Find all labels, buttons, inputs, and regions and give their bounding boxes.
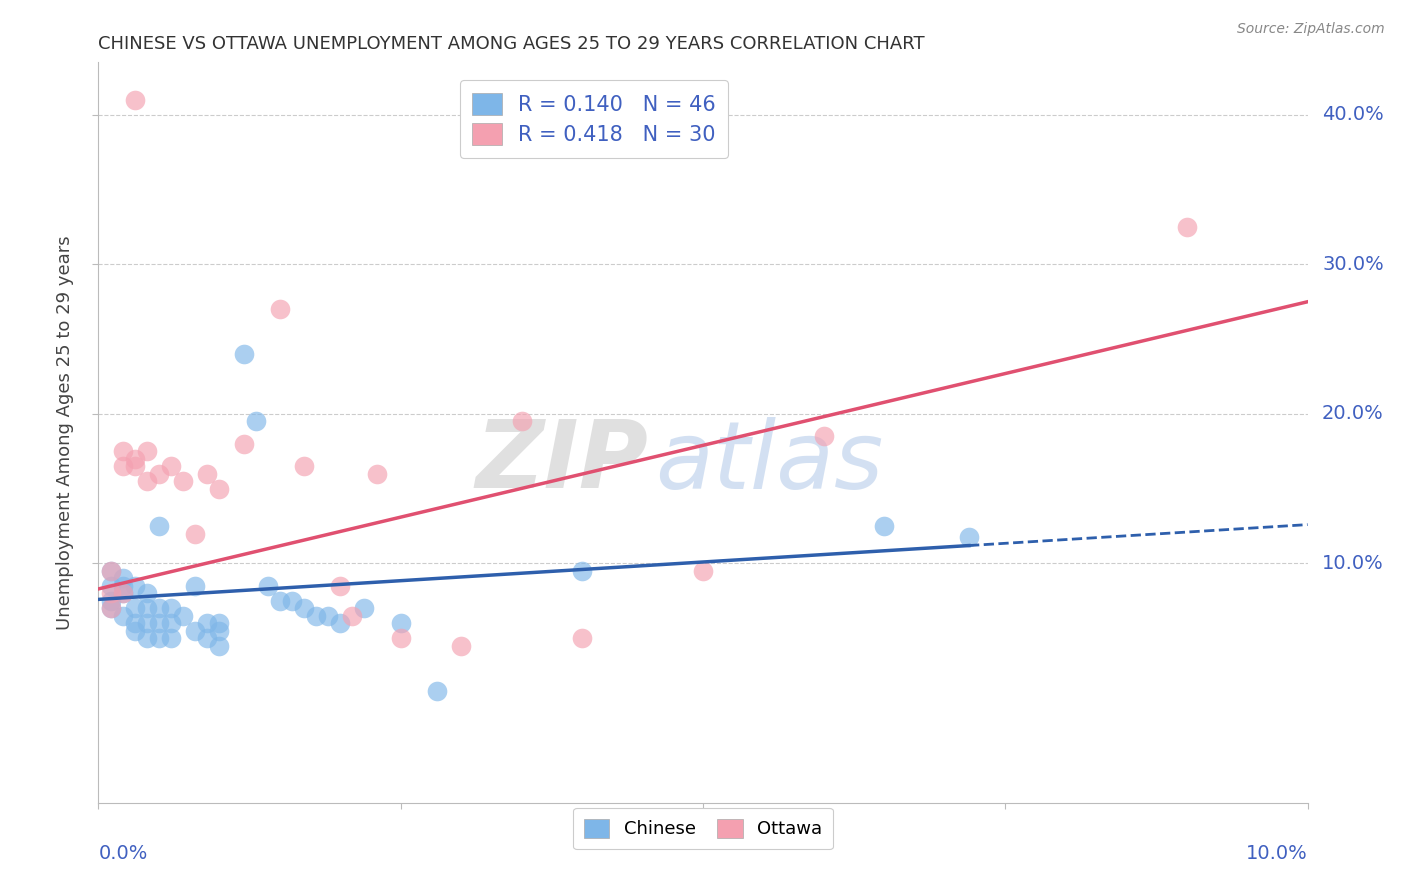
Point xyxy=(232,347,254,361)
Point xyxy=(135,601,157,615)
Point xyxy=(100,601,122,615)
Text: Source: ZipAtlas.com: Source: ZipAtlas.com xyxy=(1237,22,1385,37)
Point xyxy=(124,624,146,638)
Point xyxy=(111,608,134,623)
Point xyxy=(135,616,157,631)
Point xyxy=(269,302,291,317)
Point xyxy=(160,459,183,474)
Y-axis label: Unemployment Among Ages 25 to 29 years: Unemployment Among Ages 25 to 29 years xyxy=(56,235,75,630)
Point xyxy=(135,632,157,646)
Point xyxy=(172,608,194,623)
Point xyxy=(160,616,183,631)
Point xyxy=(184,526,207,541)
Point xyxy=(111,586,134,600)
Point xyxy=(208,482,231,496)
Point xyxy=(510,414,533,428)
Point xyxy=(957,530,980,544)
Point xyxy=(100,564,122,578)
Point xyxy=(148,616,170,631)
Point xyxy=(135,474,157,488)
Point xyxy=(100,601,122,615)
Point xyxy=(208,616,231,631)
Point xyxy=(342,608,364,623)
Text: 10.0%: 10.0% xyxy=(1246,844,1308,863)
Point xyxy=(111,579,134,593)
Point xyxy=(389,616,412,631)
Point xyxy=(256,579,278,593)
Point xyxy=(329,579,352,593)
Point xyxy=(450,639,472,653)
Point xyxy=(111,586,134,600)
Point xyxy=(172,474,194,488)
Text: 30.0%: 30.0% xyxy=(1322,255,1384,274)
Text: 20.0%: 20.0% xyxy=(1322,404,1384,424)
Point xyxy=(426,683,449,698)
Point xyxy=(269,594,291,608)
Point xyxy=(208,624,231,638)
Point xyxy=(305,608,328,623)
Point xyxy=(100,579,122,593)
Point xyxy=(281,594,304,608)
Point xyxy=(1175,219,1198,234)
Point xyxy=(124,601,146,615)
Text: 0.0%: 0.0% xyxy=(98,844,148,863)
Point xyxy=(366,467,388,481)
Point xyxy=(692,564,714,578)
Point xyxy=(184,624,207,638)
Point xyxy=(111,459,134,474)
Point xyxy=(873,519,896,533)
Point xyxy=(148,519,170,533)
Point xyxy=(100,586,122,600)
Point xyxy=(111,444,134,458)
Point xyxy=(148,467,170,481)
Point xyxy=(316,608,339,623)
Text: 40.0%: 40.0% xyxy=(1322,105,1384,124)
Point xyxy=(232,437,254,451)
Point xyxy=(195,632,218,646)
Point xyxy=(148,632,170,646)
Point xyxy=(208,639,231,653)
Point xyxy=(160,601,183,615)
Point xyxy=(292,601,315,615)
Point xyxy=(124,93,146,107)
Point xyxy=(124,616,146,631)
Text: atlas: atlas xyxy=(655,417,883,508)
Point xyxy=(100,564,122,578)
Point xyxy=(329,616,352,631)
Point xyxy=(389,632,412,646)
Legend: Chinese, Ottawa: Chinese, Ottawa xyxy=(574,808,832,849)
Point xyxy=(195,616,218,631)
Point xyxy=(100,594,122,608)
Point xyxy=(195,467,218,481)
Text: ZIP: ZIP xyxy=(475,417,648,508)
Point xyxy=(571,632,593,646)
Point xyxy=(148,601,170,615)
Text: 10.0%: 10.0% xyxy=(1322,554,1384,573)
Point xyxy=(292,459,315,474)
Point xyxy=(184,579,207,593)
Point xyxy=(124,579,146,593)
Point xyxy=(353,601,375,615)
Text: CHINESE VS OTTAWA UNEMPLOYMENT AMONG AGES 25 TO 29 YEARS CORRELATION CHART: CHINESE VS OTTAWA UNEMPLOYMENT AMONG AGE… xyxy=(98,35,925,53)
Point xyxy=(813,429,835,443)
Point xyxy=(245,414,267,428)
Point xyxy=(111,571,134,585)
Point xyxy=(160,632,183,646)
Point xyxy=(124,451,146,466)
Point xyxy=(135,444,157,458)
Point xyxy=(571,564,593,578)
Point xyxy=(124,459,146,474)
Point xyxy=(135,586,157,600)
